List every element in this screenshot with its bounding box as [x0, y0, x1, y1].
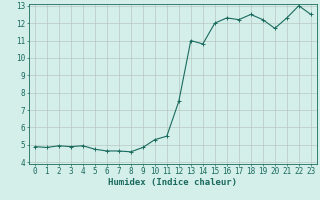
X-axis label: Humidex (Indice chaleur): Humidex (Indice chaleur): [108, 178, 237, 187]
